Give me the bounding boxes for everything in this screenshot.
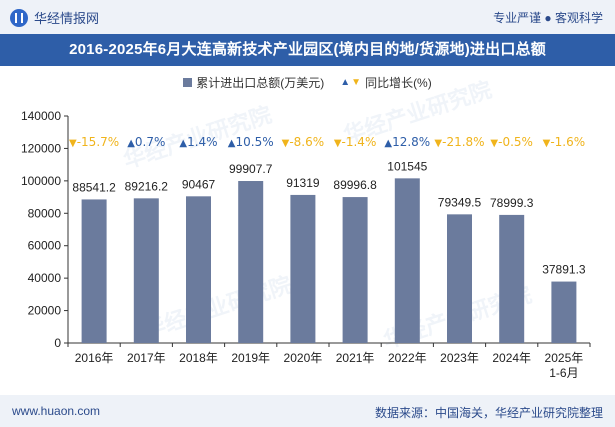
data-source: 数据来源：中国海关，华经产业研究院整理 [374,406,603,420]
bar-value-label: 79349.5 [438,195,482,209]
triangle-up-icon: ▲ [384,138,392,149]
x-tick-label: 2023年 [440,351,479,365]
brand-name: 华经情报网 [34,11,100,26]
growth-label: ▲12.8% [384,135,430,149]
x-tick-label: 2017年 [127,351,166,365]
x-tick-label: 2019年 [231,351,270,365]
growth-label: ▼-0.5% [490,135,533,149]
title-bar: 2016-2025年6月大连高新技术产业园区(境内目的地/货源地)进出口总额 [0,34,615,66]
growth-value: 10.5% [235,135,273,149]
x-tick-label: 2016年 [75,351,114,365]
bar-value-label: 89996.8 [333,178,377,192]
bar [394,178,420,343]
growth-label: ▲10.5% [228,135,274,149]
bar-value-label: 101545 [387,159,427,173]
y-tick-label: 40000 [28,271,62,285]
growth-value: 1.4% [187,135,218,149]
growth-value: -1.6% [550,135,585,149]
x-tick-label: 2021年 [336,351,375,365]
bar [81,199,107,343]
growth-value: -0.5% [498,135,533,149]
y-tick-label: 80000 [28,206,62,220]
top-bar: 华经情报网 专业严谨 ● 客观科学 [0,0,615,34]
x-tick-label: 2020年 [284,351,323,365]
triangle-down-icon: ▼ [351,76,362,88]
legend: 累计进出口总额(万美元) ▲ ▼ 同比增长(%) [0,72,615,92]
growth-label: ▼-21.8% [434,135,484,149]
triangle-up-icon: ▲ [340,76,351,88]
legend-swatch-total [183,77,193,87]
growth-label: ▼-1.4% [334,135,377,149]
x-tick-label: 2022年 [388,351,427,365]
bar [186,196,211,343]
legend-item-total: 累计进出口总额(万美元) [183,74,324,91]
website-link[interactable]: www.huaon.com [12,404,101,418]
growth-value: -8.6% [289,135,324,149]
bar-value-label: 37891.3 [542,263,586,277]
bar [499,214,525,343]
growth-label: ▼-1.6% [543,135,586,149]
bar [447,214,472,343]
bar [551,281,577,343]
triangle-up-icon: ▲ [179,138,187,149]
brand: 华经情报网 [10,8,99,27]
y-tick-label: 20000 [28,304,62,318]
growth-label: ▼-8.6% [282,135,325,149]
y-tick-label: 120000 [21,141,61,155]
x-tick-label: 1-6月 [549,366,578,380]
y-tick-label: 60000 [28,239,62,253]
x-tick-label: 2024年 [492,351,531,365]
growth-value: -15.7% [77,135,119,149]
logo-icon [10,8,28,27]
growth-value: 0.7% [135,135,166,149]
legend-label-total: 累计进出口总额(万美元) [196,75,325,90]
growth-value: -21.8% [442,135,484,149]
bar [238,181,264,343]
bar-value-label: 90467 [182,177,216,191]
tagline: 专业严谨 ● 客观科学 [493,11,603,25]
growth-value: 12.8% [392,135,430,149]
bar [342,197,368,343]
bar-value-label: 89216.2 [125,179,169,193]
bar-value-label: 78999.3 [490,196,534,210]
triangle-down-icon: ▼ [334,138,342,149]
x-tick-label: 2025年 [545,351,584,365]
bar-value-label: 99907.7 [229,162,273,176]
growth-label: ▲1.4% [179,135,217,149]
x-tick-label: 2018年 [179,351,218,365]
bar [290,194,316,343]
triangle-down-icon: ▼ [434,138,442,149]
y-tick-label: 100000 [21,174,61,188]
triangle-up-icon: ▲ [228,138,236,149]
legend-item-growth: ▲ ▼ 同比增长(%) [340,74,431,91]
triangle-down-icon: ▼ [69,138,77,149]
triangle-down-icon: ▼ [490,138,498,149]
growth-value: -1.4% [342,135,377,149]
bar-value-label: 88541.2 [72,180,116,194]
triangle-down-icon: ▼ [543,138,551,149]
triangle-up-icon: ▲ [127,138,135,149]
y-tick-label: 0 [54,336,61,350]
bar-value-label: 91319 [286,176,320,190]
footer: www.huaon.com 数据来源：中国海关，华经产业研究院整理 [0,395,615,427]
triangle-down-icon: ▼ [282,138,290,149]
chart-title: 2016-2025年6月大连高新技术产业园区(境内目的地/货源地)进出口总额 [69,41,546,58]
bar [133,198,159,343]
y-tick-label: 140000 [21,109,61,123]
growth-label: ▼-15.7% [69,135,119,149]
growth-label: ▲0.7% [127,135,165,149]
legend-label-growth: 同比增长(%) [365,75,432,90]
